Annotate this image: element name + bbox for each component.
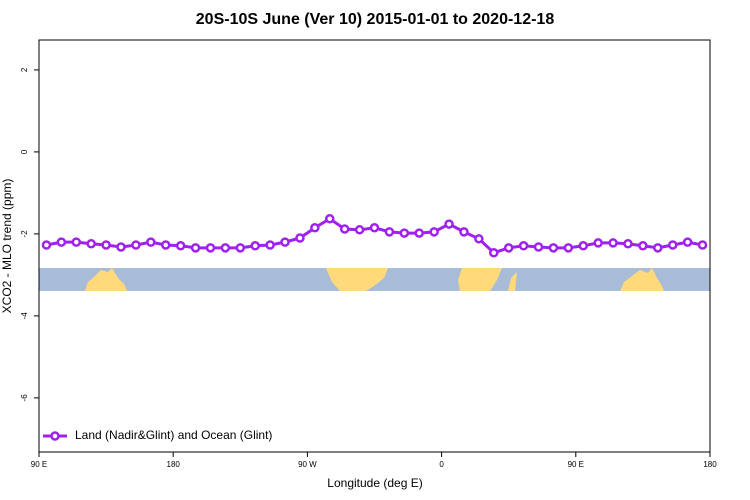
x-tick-label: 90 E [568, 460, 584, 469]
data-point [310, 223, 320, 233]
data-point [101, 240, 111, 250]
data-point [116, 242, 126, 252]
data-point [41, 240, 52, 250]
data-point [339, 224, 350, 234]
data-point [160, 240, 171, 250]
data-point [250, 241, 260, 251]
data-point [220, 243, 231, 253]
map-strip [39, 268, 710, 291]
y-tick-label: 2 [20, 67, 29, 72]
data-point [608, 238, 618, 248]
data-point [697, 240, 708, 250]
data-point [56, 237, 67, 247]
data-point [369, 223, 380, 233]
data-point [578, 241, 589, 251]
x-tick-label: 180 [703, 460, 717, 469]
data-point [414, 228, 424, 238]
data-point [563, 243, 574, 253]
data-point [86, 238, 96, 249]
data-point [295, 233, 305, 243]
data-point [653, 243, 663, 253]
x-tick-label: 90 E [31, 460, 47, 469]
y-axis-title: XCO2 - MLO trend (ppm) [0, 179, 14, 314]
data-point [623, 238, 633, 249]
data-point [444, 219, 454, 229]
data-point [280, 237, 290, 247]
data-point [146, 237, 156, 247]
data-point [265, 240, 275, 250]
data-point [667, 240, 678, 250]
y-tick-label: 0 [20, 149, 29, 154]
data-point [205, 243, 216, 253]
x-axis-title: Longitude (deg E) [327, 476, 422, 490]
data-point [384, 227, 395, 237]
data-point [459, 227, 469, 237]
data-point [503, 243, 514, 253]
x-tick-label: 0 [439, 460, 444, 469]
y-tick-label: -2 [20, 230, 29, 238]
x-tick-label: 180 [167, 460, 181, 469]
data-point [354, 225, 365, 235]
legend-marker [50, 431, 60, 441]
x-tick-label: 90 W [298, 460, 317, 469]
chart-title: 20S-10S June (Ver 10) 2015-01-01 to 2020… [196, 11, 555, 28]
data-point [131, 240, 141, 250]
y-tick-label: -4 [20, 312, 29, 320]
data-point [235, 243, 246, 253]
y-tick-label: -6 [20, 394, 29, 402]
data-point [429, 227, 439, 237]
data-point [638, 241, 648, 251]
data-point [175, 241, 186, 251]
legend-label: Land (Nadir&Glint) and Ocean (Glint) [75, 428, 272, 442]
data-point [548, 243, 559, 253]
data-point [518, 241, 529, 251]
data-point [190, 243, 201, 253]
data-point [489, 248, 499, 258]
data-point [325, 213, 335, 224]
data-point [682, 237, 693, 247]
plot-frame [38, 39, 711, 453]
data-point [399, 228, 410, 238]
data-point [533, 242, 544, 252]
data-point [474, 234, 484, 244]
data-point [593, 238, 603, 248]
data-point [71, 237, 82, 247]
